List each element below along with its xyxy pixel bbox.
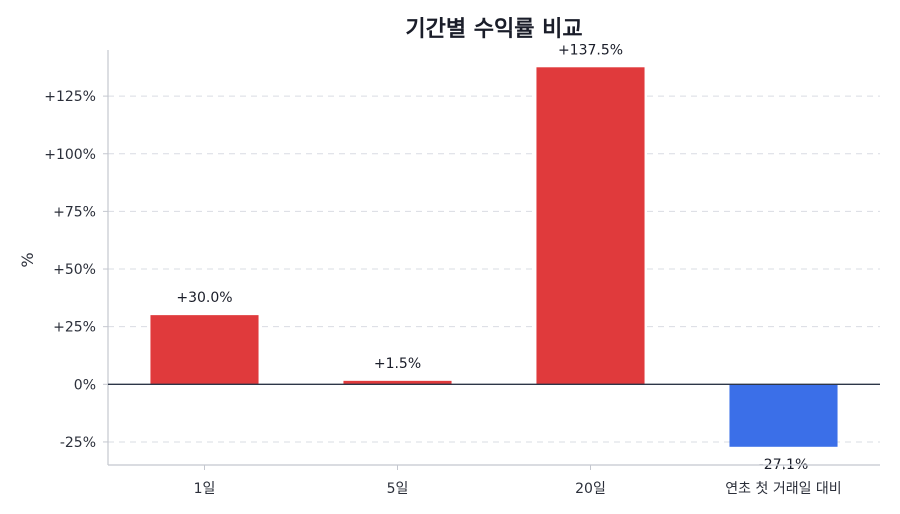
x-axis-ticks: 1일 5일 20일 연초 첫 거래일 대비 <box>194 465 842 497</box>
y-axis-ticks: -25% 0% +25% +50% +75% +100% +125% <box>44 89 108 451</box>
y-tick-label: -25% <box>60 435 96 451</box>
y-tick-label: +25% <box>53 320 96 336</box>
y-tick-label: +75% <box>53 204 96 220</box>
bar <box>536 67 645 385</box>
x-tick-label: 20일 <box>575 481 606 497</box>
data-labels: +30.0%+1.5%+137.5%-27.1% <box>176 42 808 472</box>
data-label: +137.5% <box>558 42 623 58</box>
bars <box>150 67 838 447</box>
x-tick-label: 1일 <box>194 481 216 497</box>
bar <box>343 380 452 385</box>
y-tick-label: +100% <box>44 147 96 163</box>
data-label: +1.5% <box>374 356 421 372</box>
bar <box>150 315 259 385</box>
y-tick-label: 0% <box>74 377 96 393</box>
y-tick-label: +125% <box>44 89 96 105</box>
data-label: +30.0% <box>176 290 232 306</box>
chart-title: 기간별 수익률 비교 <box>405 17 582 42</box>
bar <box>729 384 838 447</box>
y-tick-label: +50% <box>53 262 96 278</box>
x-tick-label: 5일 <box>387 481 409 497</box>
y-axis-label: % <box>18 252 37 267</box>
x-tick-label: 연초 첫 거래일 대비 <box>725 481 841 497</box>
